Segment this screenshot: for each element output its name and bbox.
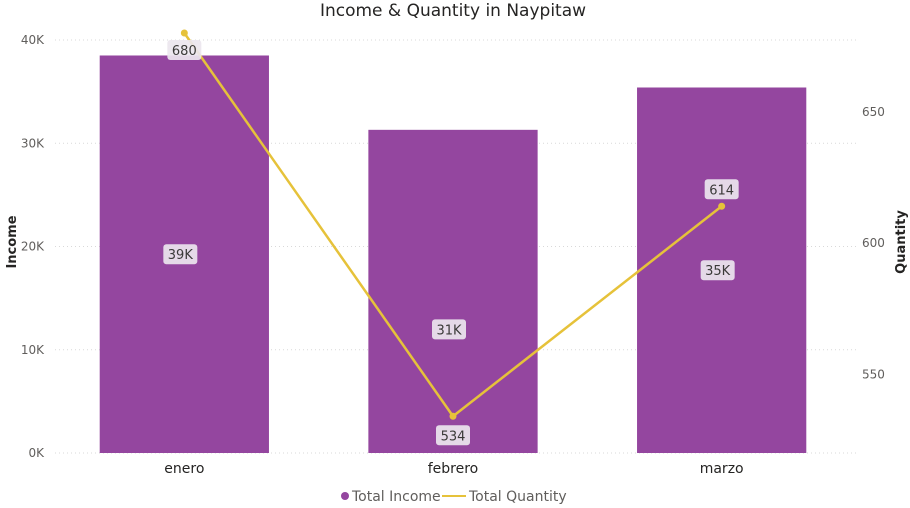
- left-tick-label: 20K: [21, 240, 45, 254]
- legend-quantity-label: Total Quantity: [468, 489, 567, 505]
- right-axis-ticks: 550 600 650: [862, 105, 885, 382]
- quantity-label-marzo-bg: [704, 179, 739, 200]
- quantity-point-enero: [180, 29, 188, 37]
- category-label-enero: enero: [164, 461, 204, 477]
- quantity-label-enero: 680: [172, 44, 197, 59]
- income-label-marzo-bg: [700, 260, 735, 281]
- left-axis-title: Income: [5, 215, 20, 268]
- legend: Total Income Total Quantity: [341, 489, 567, 505]
- right-tick-label: 650: [862, 105, 885, 119]
- legend-income-label: Total Income: [351, 489, 441, 505]
- income-label-enero-bg: [163, 244, 198, 265]
- bar-febrero: [368, 129, 538, 453]
- left-tick-label: 0K: [28, 446, 45, 460]
- quantity-label-marzo: 614: [709, 183, 734, 198]
- income-label-febrero: 31K: [436, 323, 462, 338]
- legend-income-marker: [341, 492, 349, 500]
- left-axis-ticks: 0K 10K 20K 30K 40K: [21, 33, 45, 460]
- income-label-marzo: 35K: [705, 264, 731, 279]
- income-label-febrero-bg: [432, 319, 466, 340]
- quantity-line-series: [180, 29, 726, 420]
- right-tick-label: 600: [862, 236, 885, 250]
- right-axis-title: Quantity: [894, 210, 909, 274]
- left-tick-label: 10K: [21, 343, 45, 357]
- quantity-label-febrero: 534: [441, 429, 466, 444]
- category-label-febrero: febrero: [428, 461, 479, 477]
- category-axis: enero febrero marzo: [164, 461, 743, 477]
- left-tick-label: 40K: [21, 33, 45, 47]
- quantity-point-febrero: [449, 412, 457, 420]
- chart-title: Income & Quantity in Naypitaw: [320, 1, 586, 21]
- income-label-enero: 39K: [168, 248, 194, 263]
- income-bars: [99, 55, 807, 454]
- quantity-label-febrero-bg: [436, 425, 470, 446]
- category-label-marzo: marzo: [700, 461, 744, 477]
- data-labels: 39K 31K 35K 680 534 614: [163, 40, 739, 446]
- left-tick-label: 30K: [21, 136, 45, 150]
- right-tick-label: 550: [862, 367, 885, 381]
- quantity-label-enero-bg: [167, 40, 202, 60]
- quantity-point-marzo: [718, 202, 726, 210]
